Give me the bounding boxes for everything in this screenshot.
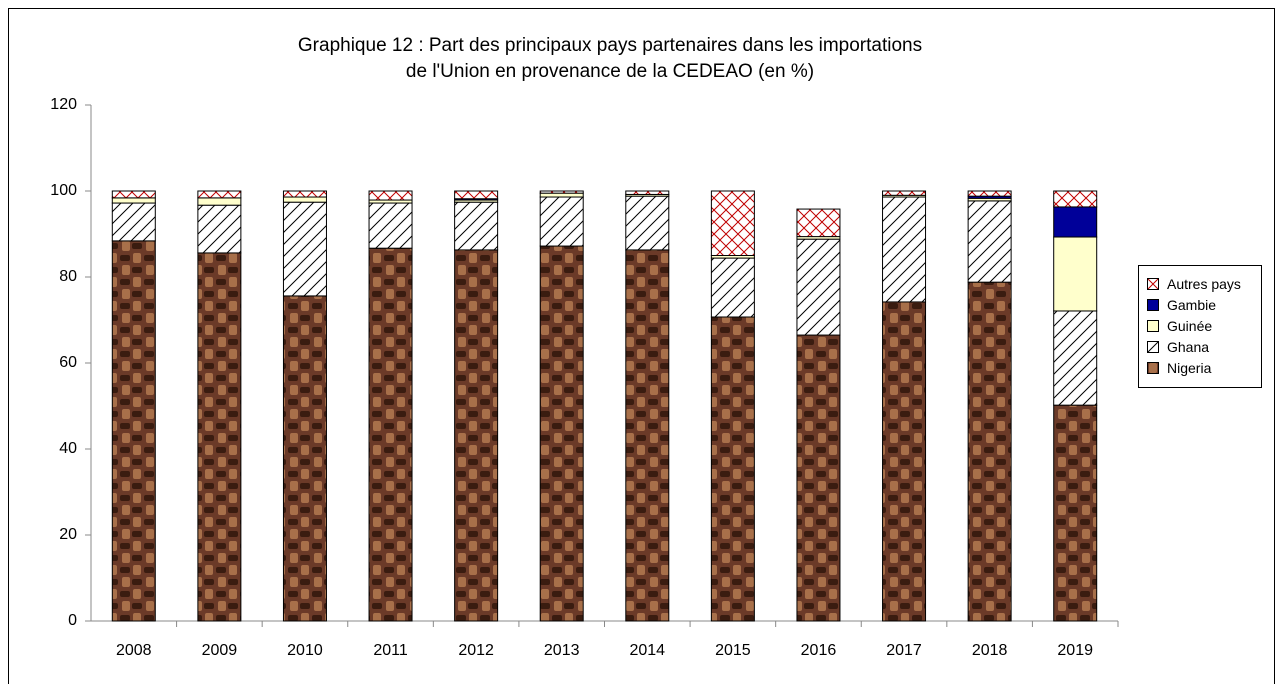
bar-segment — [111, 240, 156, 622]
bar-segment — [967, 200, 1012, 283]
legend-label: Autres pays — [1167, 276, 1241, 292]
bar-segment — [539, 190, 584, 194]
bar-segment — [1053, 236, 1098, 312]
bar-segment — [796, 334, 841, 622]
legend-swatch — [1147, 299, 1159, 311]
bar-segment — [368, 190, 413, 201]
legend-label: Nigeria — [1167, 360, 1212, 376]
legend-item: Gambie — [1147, 297, 1261, 314]
bar-segment — [1053, 206, 1098, 238]
bar-segment — [539, 196, 584, 247]
legend-item: Nigeria — [1147, 360, 1261, 377]
bar-segment — [796, 208, 841, 238]
legend-item: Ghana — [1147, 339, 1261, 356]
bar-segment — [710, 190, 755, 256]
bar-segment — [882, 301, 927, 622]
x-tick-label: 2012 — [458, 642, 494, 659]
y-tick-label: 60 — [59, 354, 77, 371]
bar-segment — [454, 249, 499, 622]
legend-label: Gambie — [1167, 297, 1217, 313]
bar-segment — [625, 195, 670, 251]
bar-segment — [111, 190, 156, 199]
bar-segment — [967, 281, 1012, 622]
legend: Autres pays Gambie Guinée Ghana Nigeria — [1138, 265, 1262, 388]
chart-title: Graphique 12 : Part des principaux pays … — [297, 35, 923, 82]
bar-segment — [625, 249, 670, 622]
x-tick-label: 2008 — [116, 642, 152, 659]
bar-segment — [796, 238, 841, 336]
bar-segment — [625, 190, 670, 195]
bar-segment — [710, 257, 755, 318]
y-tick-label: 120 — [50, 96, 77, 113]
legend-item: Autres pays — [1147, 276, 1261, 293]
y-tick-label: 0 — [68, 612, 77, 629]
legend-swatch — [1147, 320, 1159, 332]
bar-segment — [282, 190, 327, 198]
legend-swatch — [1147, 362, 1159, 374]
x-tick-label: 2018 — [972, 642, 1008, 659]
bar-segment — [454, 190, 499, 200]
bar-segment — [882, 190, 927, 196]
bar-segment — [1053, 310, 1098, 406]
x-tick-label: 2010 — [287, 642, 323, 659]
bar-segment — [111, 197, 156, 204]
legend-item: Guinée — [1147, 318, 1261, 335]
bar-segment — [454, 201, 499, 251]
y-tick-label: 20 — [59, 526, 77, 543]
x-tick-label: 2017 — [886, 642, 922, 659]
y-tick-label: 40 — [59, 440, 77, 457]
bar-segment — [197, 252, 242, 622]
x-tick-label: 2016 — [801, 642, 837, 659]
bar-segment — [282, 201, 327, 297]
bar-segment — [882, 196, 927, 303]
legend-label: Ghana — [1167, 339, 1210, 355]
bar-segment — [1053, 190, 1098, 208]
x-tick-label: 2014 — [629, 642, 665, 659]
y-tick-label: 80 — [59, 268, 77, 285]
x-tick-label: 2015 — [715, 642, 751, 659]
bar-segment — [1053, 404, 1098, 622]
bar-segment — [539, 192, 584, 198]
bar-segment — [197, 197, 242, 206]
bar-segment — [111, 202, 156, 242]
legend-label: Guinée — [1167, 318, 1213, 334]
bar-segment — [197, 204, 242, 254]
x-tick-label: 2019 — [1057, 642, 1093, 659]
bar-segment — [282, 196, 327, 203]
x-tick-label: 2009 — [202, 642, 238, 659]
x-tick-label: 2011 — [373, 642, 408, 659]
bar-segment — [197, 190, 242, 199]
legend-swatch — [1147, 341, 1159, 353]
bar-segment — [967, 190, 1012, 197]
bar-segment — [282, 295, 327, 622]
y-tick-label: 100 — [50, 182, 77, 199]
legend-swatch — [1147, 278, 1159, 290]
bar-segment — [710, 316, 755, 622]
bar-segment — [368, 202, 413, 249]
x-tick-label: 2013 — [544, 642, 580, 659]
bar-segment — [539, 245, 584, 622]
bar-segment — [368, 247, 413, 622]
